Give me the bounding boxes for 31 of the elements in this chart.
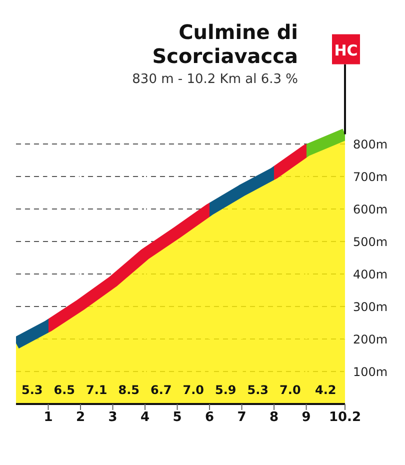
annotation: 5.3 bbox=[21, 383, 43, 397]
annotation: 7.1 bbox=[86, 383, 108, 397]
x-tick-label: 4 bbox=[140, 410, 150, 426]
annotation: 6.5 bbox=[54, 383, 76, 397]
annotation: 7.0 bbox=[182, 383, 204, 397]
y-tick-label: 600m bbox=[353, 202, 388, 216]
annotation: 8.5 bbox=[118, 383, 140, 397]
x-tick-label: 10.2 bbox=[328, 410, 362, 426]
chart-title: Culmine di Scorciavacca bbox=[151, 20, 298, 68]
chart-subtitle: 830 m - 10.2 Km al 6.3 % bbox=[131, 72, 298, 87]
y-tick-label: 500m bbox=[353, 234, 388, 249]
x-tick-label: 6 bbox=[205, 410, 214, 426]
y-tick-label: 800m bbox=[353, 137, 388, 152]
annotation: 5.9 bbox=[215, 383, 236, 397]
y-tick-label: 400m bbox=[353, 267, 388, 282]
annotation: HC bbox=[334, 41, 358, 60]
annotation: 6.7 bbox=[150, 383, 172, 397]
y-tick-label: 300m bbox=[353, 300, 388, 314]
x-tick-label: 7 bbox=[237, 410, 246, 426]
y-tick-label: 100m bbox=[353, 364, 388, 379]
x-tick-label: 8 bbox=[270, 410, 279, 426]
x-tick-label: 2 bbox=[76, 410, 86, 426]
annotation: 7.0 bbox=[280, 383, 301, 397]
y-tick-label: 700m bbox=[353, 170, 388, 184]
annotation: 5.3 bbox=[247, 383, 269, 397]
x-tick-label: 5 bbox=[172, 410, 182, 426]
y-tick-label: 200m bbox=[353, 332, 388, 346]
annotation: 4.2 bbox=[315, 383, 336, 397]
x-tick-label: 3 bbox=[108, 410, 118, 426]
x-tick-label: 9 bbox=[302, 410, 311, 426]
x-tick-label: 1 bbox=[44, 410, 53, 426]
